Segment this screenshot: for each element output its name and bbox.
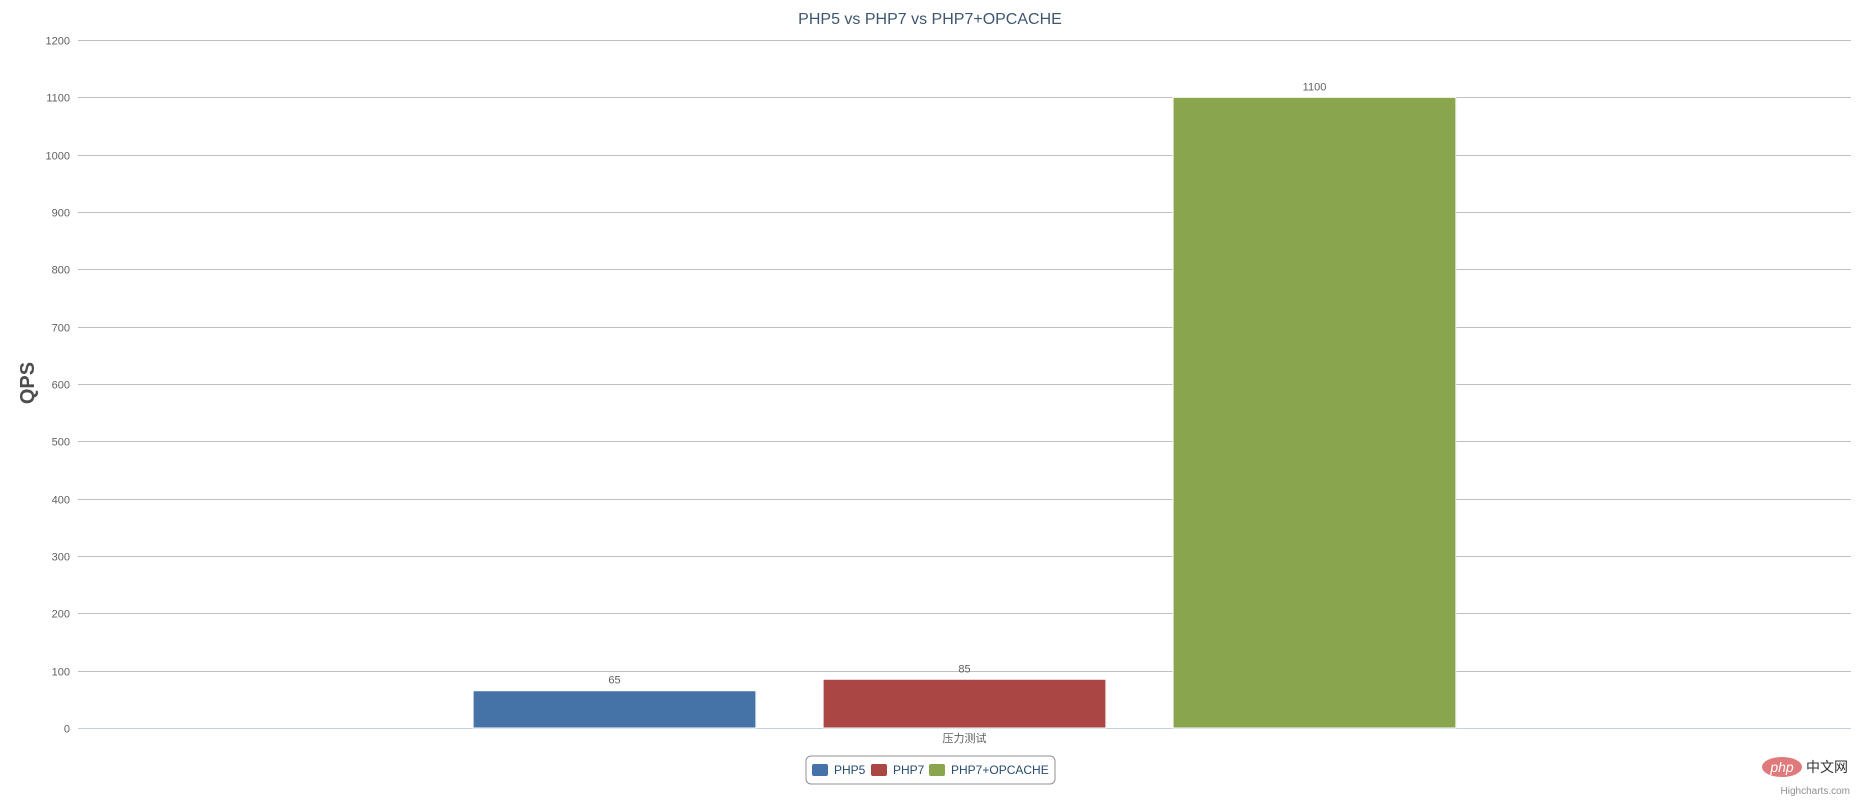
legend-label: PHP7+OPCACHE bbox=[951, 763, 1049, 777]
bars bbox=[472, 96, 1457, 729]
data-label: 85 bbox=[958, 663, 970, 675]
watermark-suffix: 中文网 bbox=[1806, 759, 1848, 775]
y-tick-label: 1200 bbox=[46, 36, 70, 48]
credits-link[interactable]: Highcharts.com bbox=[1781, 786, 1850, 797]
legend-swatch bbox=[871, 764, 887, 776]
watermark: php 中文网 bbox=[1762, 757, 1848, 777]
legend-swatch bbox=[812, 764, 828, 776]
y-axis-title: QPS bbox=[17, 362, 39, 404]
data-label: 65 bbox=[608, 675, 620, 687]
bar-php7-opcache[interactable] bbox=[1172, 96, 1457, 729]
data-label: 1100 bbox=[1303, 81, 1327, 93]
legend-label: PHP5 bbox=[834, 763, 866, 777]
php-logo-icon bbox=[1762, 757, 1802, 777]
y-tick-label: 600 bbox=[52, 380, 70, 392]
y-tick-label: 1000 bbox=[46, 151, 70, 163]
y-tick-label: 900 bbox=[52, 208, 70, 220]
legend-item-php5[interactable]: PHP5 bbox=[812, 763, 866, 777]
y-tick-label: 700 bbox=[52, 323, 70, 335]
y-tick-label: 500 bbox=[52, 437, 70, 449]
y-tick-label: 1100 bbox=[46, 93, 70, 105]
legend-swatch bbox=[929, 764, 945, 776]
y-tick-label: 0 bbox=[64, 724, 70, 736]
y-tick-label: 100 bbox=[52, 667, 70, 679]
legend: PHP5 PHP7 PHP7+OPCACHE bbox=[805, 755, 1056, 785]
y-axis-ticks: 0 100 200 300 400 500 600 700 800 900 1000 1100 1200 bbox=[46, 36, 70, 736]
x-axis-categories: 压力测试 bbox=[943, 732, 987, 745]
data-labels: 65 85 1100 bbox=[608, 81, 1326, 686]
legend-item-php7[interactable]: PHP7 bbox=[871, 763, 925, 777]
y-tick-label: 800 bbox=[52, 265, 70, 277]
legend-item-php7-opcache[interactable]: PHP7+OPCACHE bbox=[929, 763, 1049, 777]
gridlines bbox=[78, 40, 1851, 729]
y-tick-label: 200 bbox=[52, 609, 70, 621]
y-tick-label: 400 bbox=[52, 495, 70, 507]
bar-php7[interactable] bbox=[822, 678, 1107, 729]
legend-label: PHP7 bbox=[893, 763, 925, 777]
chart-title: PHP5 vs PHP7 vs PHP7+OPCACHE bbox=[798, 11, 1062, 28]
y-tick-label: 300 bbox=[52, 552, 70, 564]
watermark-logo-text: php bbox=[1769, 759, 1794, 775]
x-category-label: 压力测试 bbox=[943, 732, 987, 745]
bar-php5[interactable] bbox=[472, 690, 757, 729]
